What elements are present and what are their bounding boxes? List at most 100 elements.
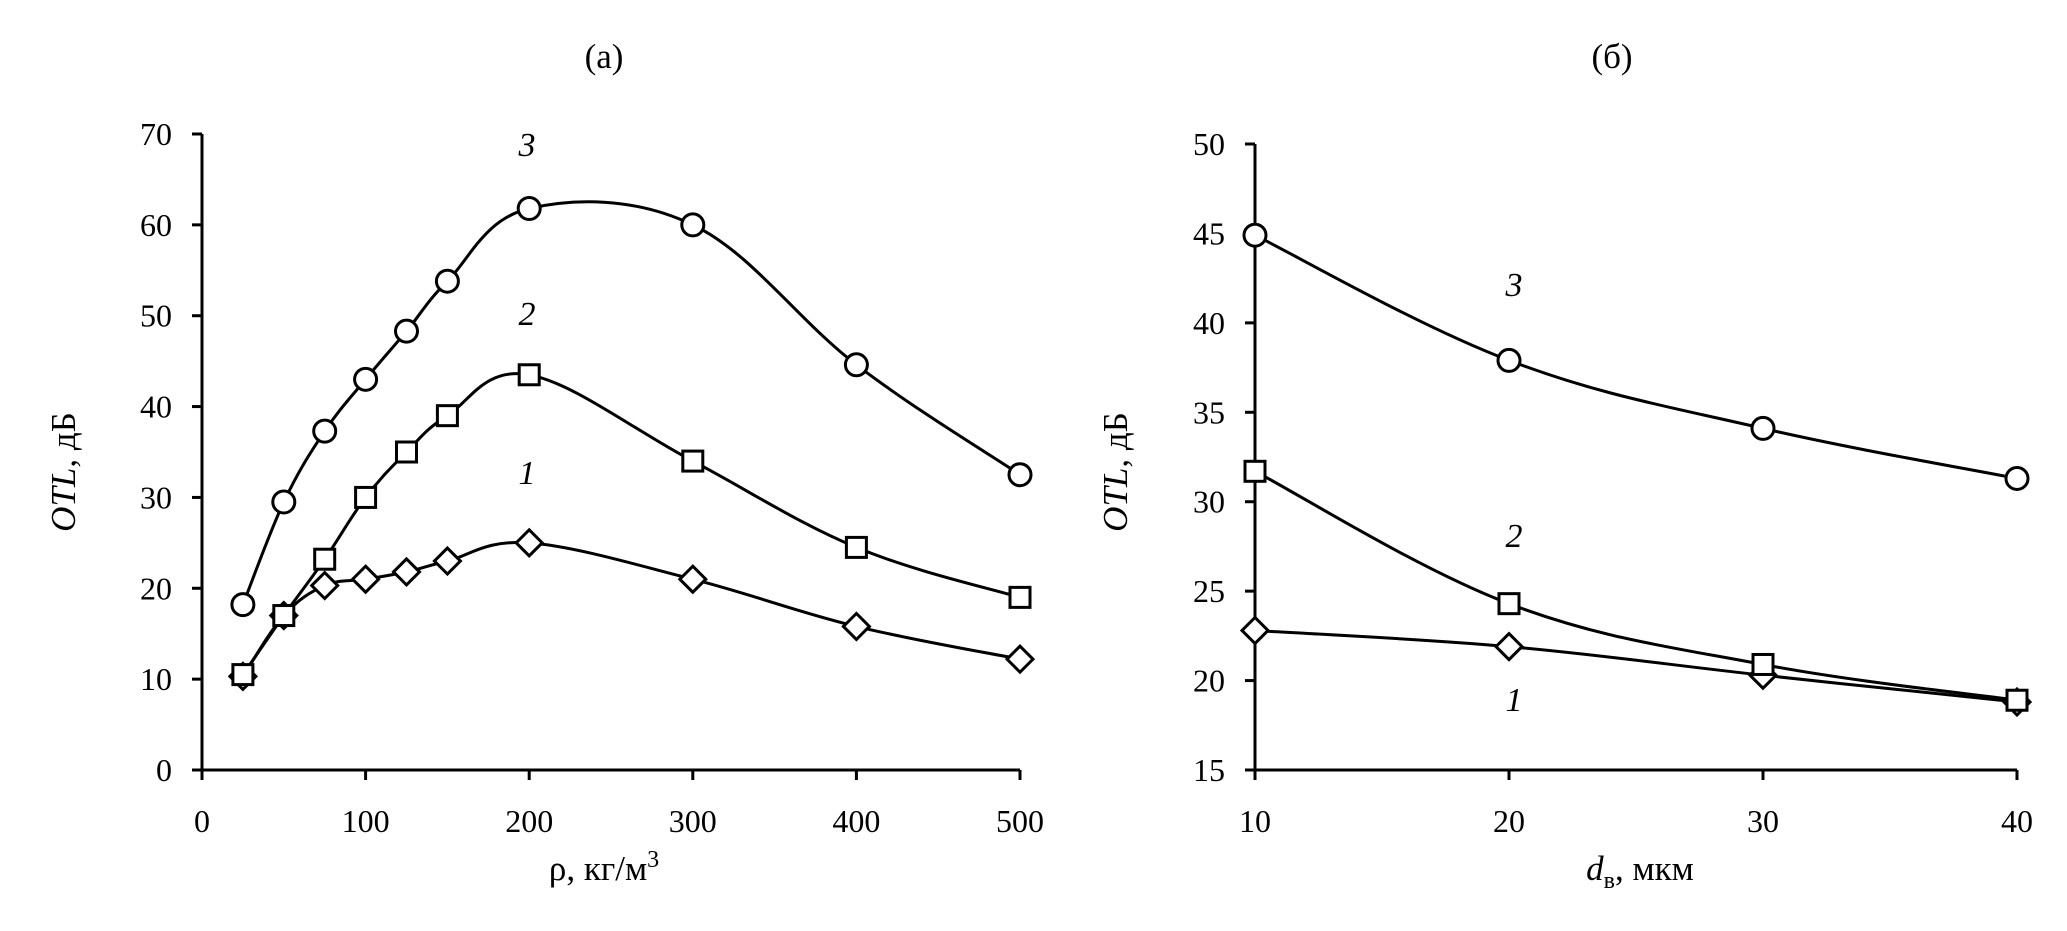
panel-a-y-tick-label: 0: [156, 752, 172, 788]
panel-b-x-tick-label: 20: [1493, 803, 1525, 839]
panel-a-series-1-point: [677, 564, 708, 595]
panel-a-x-tick-label: 300: [669, 803, 717, 839]
panel-b-y-tick-label: 40: [1193, 305, 1225, 341]
panel-a-series-1-point: [1004, 644, 1036, 675]
panel-a-series-2-point: [844, 535, 868, 559]
panel-b-x-tick-label: 40: [2001, 803, 2033, 839]
panel-a-series-3-point: [434, 268, 460, 294]
panel-a-series-3-point: [394, 318, 419, 344]
panel-b-series-2-point: [1243, 459, 1267, 483]
panel-b-series-1-label: 1: [1506, 682, 1523, 719]
panel-a-x-tick-label: 0: [194, 803, 210, 839]
panel-a-y-tick-label: 50: [140, 298, 172, 334]
chart-panel-b: (б) dв, мкм OTL, дБ 15 20 25 30 35 40 45 50 10 20…: [1096, 37, 2033, 894]
panel-b-series-3-point: [2004, 465, 2030, 491]
panel-a-series-2-point: [313, 547, 337, 571]
panel-a-x-tick-label: 500: [996, 803, 1044, 839]
panel-a-series-2-line: [241, 372, 1021, 676]
panel-a-series-2: 2: [231, 296, 1032, 687]
panel-b-series-1-line: [1254, 629, 2018, 704]
panel-b-series-2-point: [1751, 652, 1775, 676]
panel-a-series-2-point: [354, 485, 378, 509]
panel-a-y-tick-label: 40: [140, 389, 172, 425]
panel-a-series-2-point: [435, 404, 459, 428]
panel-b-x-tick-label: 30: [1747, 803, 1779, 839]
panel-a-series-1-point: [432, 545, 463, 577]
panel-a-y-tick-label: 30: [140, 479, 172, 515]
panel-a-series-2-point: [272, 604, 296, 628]
panel-a-series-3-point: [843, 352, 869, 378]
panel-b-y-axis-label-rest: , дБ: [1096, 412, 1135, 467]
panel-b-series-1: 1: [1239, 615, 2033, 719]
panel-b-series-2-point: [1497, 592, 1521, 616]
panel-a-series-1-point: [514, 527, 545, 558]
panel-a-x-tick-label: 400: [832, 803, 880, 839]
panel-b-y-tick-label: 50: [1193, 126, 1225, 162]
panel-b-x-axis-label-italic: d: [1586, 849, 1604, 888]
panel-b-series-1-point: [1239, 615, 1271, 646]
panel-a-series-2-point: [681, 449, 705, 473]
panel-a-y-tick-label: 20: [140, 570, 172, 606]
panel-a-x-axis-label-sup: 3: [647, 847, 659, 873]
panel-b-series-2: 2: [1243, 459, 2029, 712]
panel-b-y-tick-label: 25: [1193, 573, 1225, 609]
panel-b-series-3-point: [1242, 222, 1268, 248]
panel-a-series-2-point: [517, 363, 541, 387]
panel-b-series-3-point: [1750, 415, 1776, 441]
panel-a-y-axis-label-italic: OTL: [44, 468, 83, 532]
panel-b-series-3: 3: [1242, 222, 2030, 491]
panel-a-y-tick-label: 70: [140, 116, 172, 152]
panel-a-y-axis-label: OTL, дБ: [44, 412, 83, 532]
panel-b-y-tick-label: 35: [1193, 394, 1225, 430]
panel-a-series-2-label: 2: [519, 296, 536, 333]
panel-a-series-1-label: 1: [519, 455, 536, 492]
panel-a-y-axis-label-rest: , дБ: [44, 412, 83, 467]
panel-b-series-2-point: [2005, 688, 2029, 712]
panel-a-series-1-point: [391, 556, 422, 588]
panel-a-series-3-line: [241, 200, 1021, 606]
panel-b-series-1-point: [1493, 631, 1525, 662]
panel-a-series-3-point: [1007, 462, 1033, 488]
panel-b-y-tick-label: 15: [1193, 752, 1225, 788]
panel-a-series-3-label: 3: [518, 127, 536, 164]
panel-a-series-3-point: [353, 366, 379, 392]
panel-a-series-2-point: [231, 663, 255, 687]
panel-a-series-3-point: [312, 418, 338, 444]
panel-b-y-tick-label: 45: [1193, 215, 1225, 251]
panel-b-series-3-label: 3: [1505, 267, 1523, 304]
panel-b-series-3-point: [1496, 347, 1522, 373]
panel-b-x-axis-label-rest: , мкм: [1615, 849, 1694, 888]
panel-a-series-2-point: [395, 440, 418, 464]
panel-b-y-axis-label-italic: OTL: [1096, 468, 1135, 532]
panel-a-series-3-point: [516, 196, 542, 222]
panel-a-series-3-point: [271, 489, 297, 515]
panel-b-y-axis-label: OTL, дБ: [1096, 412, 1135, 532]
panel-b-y-tick-label: 20: [1193, 663, 1225, 699]
panel-b-x-axis-label-sub: в: [1604, 868, 1615, 894]
panel-a-series-3-point: [680, 212, 706, 238]
panel-a-x-tick-label: 200: [505, 803, 553, 839]
panel-a-series-1-point: [841, 611, 872, 642]
panel-b-series-2-line: [1254, 469, 2018, 702]
panel-a-x-axis-label: ρ, кг/м3: [549, 847, 659, 888]
panel-b-label: (б): [1591, 37, 1632, 76]
panel-a-y-tick-label: 10: [140, 661, 172, 697]
panel-a-y-tick-label: 60: [140, 207, 172, 243]
panel-a-series-2-point: [1008, 585, 1032, 609]
panel-b-series-3-line: [1254, 233, 2018, 480]
panel-b-x-axis-label: dв, мкм: [1586, 849, 1694, 894]
panel-a-series-1-line: [241, 540, 1021, 678]
panel-a-x-axis-label-text: ρ, кг/м: [549, 849, 647, 888]
panel-a-series-1-point: [309, 570, 340, 601]
panel-b-series-2-label: 2: [1506, 518, 1523, 555]
panel-a-x-tick-label: 100: [342, 803, 390, 839]
panel-a-series-3: 3: [230, 127, 1033, 618]
panel-a-series-1: 1: [227, 455, 1036, 692]
panel-a-series-3-point: [230, 592, 256, 618]
panel-b-x-tick-label: 10: [1239, 803, 1271, 839]
panel-b-y-tick-label: 30: [1193, 484, 1225, 520]
panel-a-series-1-point: [350, 564, 381, 595]
panel-a-label: (а): [585, 37, 624, 76]
